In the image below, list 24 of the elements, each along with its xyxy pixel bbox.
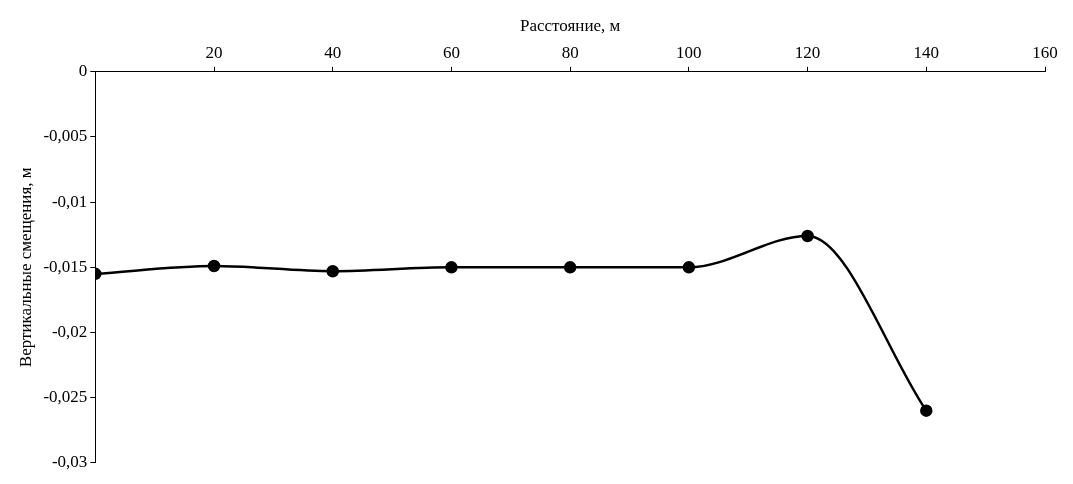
- x-tick-label: 120: [794, 43, 821, 63]
- y-tick-label: -0,01: [51, 191, 88, 211]
- x-tick-label: 20: [205, 43, 223, 63]
- x-tick-label: 60: [442, 43, 460, 63]
- x-tick-label: 100: [676, 43, 702, 63]
- x-tick-label: 140: [913, 43, 940, 63]
- point: [920, 404, 933, 417]
- point: [326, 264, 339, 278]
- point: [445, 261, 458, 274]
- y-tick-label: -0,005: [43, 126, 88, 146]
- y-tick-label: -0,02: [51, 321, 88, 341]
- y-tick-label: -0,015: [43, 256, 88, 276]
- point: [682, 261, 696, 274]
- y-tick-label: 0: [78, 61, 88, 81]
- x-tick-label: 80: [561, 43, 579, 63]
- point: [207, 259, 221, 273]
- y-axis-title: Вертикальные смещения, м: [15, 167, 35, 368]
- x-tick-label: 160: [1032, 43, 1058, 63]
- point: [563, 261, 577, 274]
- x-axis-title: Расстояние, м: [520, 15, 621, 35]
- y-tick-label: -0,03: [51, 452, 88, 472]
- x-tick-label: 40: [324, 43, 342, 63]
- point: [801, 229, 814, 243]
- y-tick-label: -0,025: [43, 387, 88, 407]
